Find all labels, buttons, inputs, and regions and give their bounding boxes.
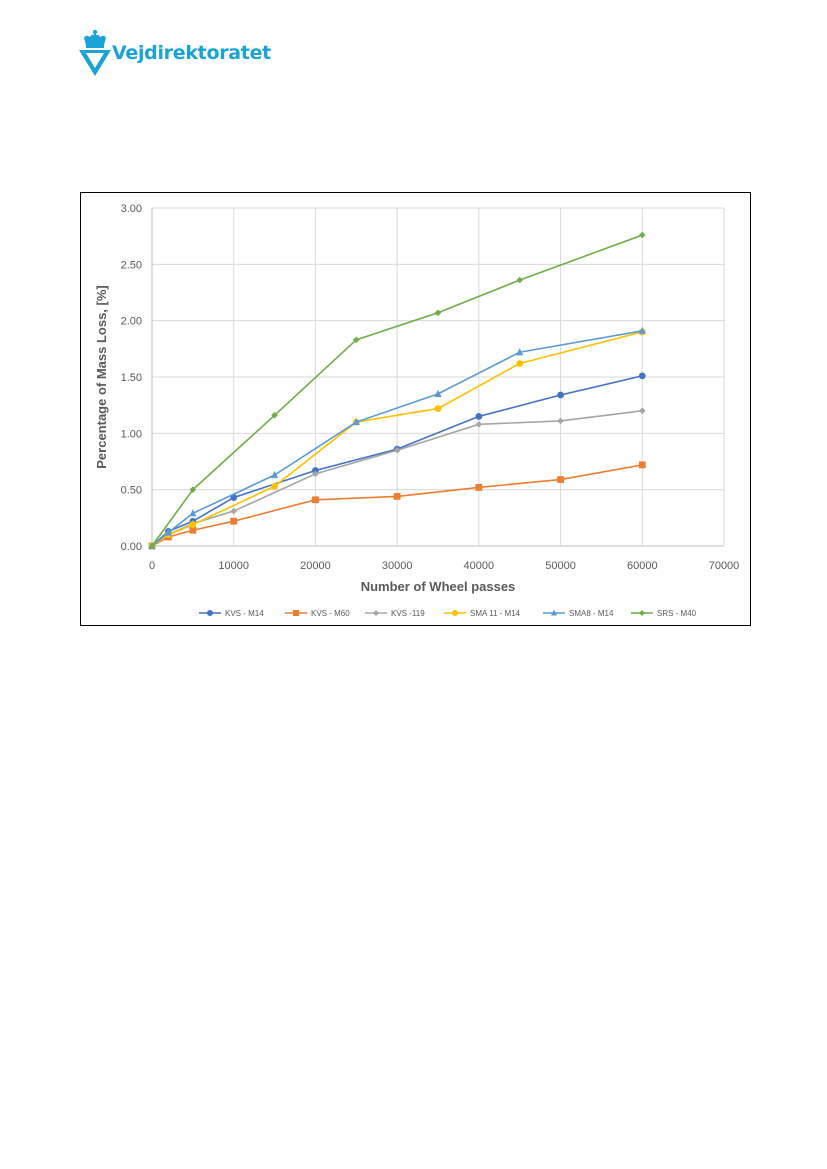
data-point [516,360,524,367]
vejdirektoratet-logo: Vejdirektoratet [78,28,278,78]
data-point [638,407,646,415]
data-point [516,276,524,284]
legend-label: SRS - M40 [657,609,697,618]
x-tick-label: 60000 [627,560,658,572]
data-point [516,348,524,356]
x-axis-label: Number of Wheel passes [361,579,516,594]
data-point [293,610,299,616]
y-tick-label: 1.00 [121,428,142,440]
x-tick-label: 40000 [464,560,495,572]
data-point [475,413,483,420]
series-line [151,330,643,547]
data-point [393,446,401,454]
data-point [434,405,442,412]
data-point [271,482,278,490]
x-tick-label: 10000 [218,560,249,572]
x-tick-label: 30000 [382,560,413,572]
y-tick-label: 0.00 [121,541,142,553]
data-point [475,421,483,428]
legend-label: KVS - M14 [225,609,264,618]
data-point [452,610,458,616]
crown-shield-icon [79,29,111,76]
y-tick-label: 2.50 [121,259,142,271]
legend-item: KVS - M14 [199,609,264,618]
data-point [164,528,172,536]
data-point [639,610,645,616]
y-tick-label: 2.00 [121,316,142,328]
data-point [475,484,483,491]
data-point [373,610,379,616]
data-point [270,470,279,479]
legend-label: SMA 11 - M14 [470,609,521,618]
series-line [151,331,643,547]
data-point [557,391,564,399]
data-point [551,609,557,616]
y-axis-label: Percentage of Mass Loss, [%] [94,285,109,469]
x-tick-label: 20000 [300,560,331,572]
data-point [352,336,360,344]
x-tick-label: 0 [149,560,155,572]
legend-label: KVS -119 [391,609,425,618]
data-point [434,389,442,397]
legend-item: KVS -119 [365,609,425,618]
data-point [638,231,646,239]
data-point [189,521,197,528]
data-point [352,417,360,426]
data-point [393,493,401,500]
series-group [148,231,646,550]
x-axis-ticks: 0 10000 20000 30000 40000 50000 60000 70000 [149,560,739,572]
brand-name: Vejdirektoratet [112,42,271,64]
legend-item: SMA8 - M14 [543,609,614,618]
x-tick-label: 50000 [545,560,576,572]
data-point [312,470,319,478]
data-point [638,461,646,469]
y-tick-label: 0.50 [121,485,142,497]
y-tick-label: 1.50 [121,372,142,384]
data-point [271,412,278,419]
legend-item: KVS - M60 [285,609,350,618]
legend-label: SMA8 - M14 [569,609,614,618]
data-point [312,496,319,504]
mass-loss-line-chart: 0.00 0.50 1.00 1.50 2.00 2.50 3.00 0 10000 20000… [94,203,739,618]
data-point [638,326,646,334]
data-point [189,509,197,517]
data-point [557,476,564,483]
data-point [189,486,197,493]
legend-item: SRS - M40 [631,609,697,618]
x-tick-label: 70000 [709,560,740,572]
legend-item: SMA 11 - M14 [444,609,521,618]
data-point [557,417,564,425]
series-sma-11-m14 [148,328,646,550]
data-point [638,372,646,380]
y-tick-label: 3.00 [121,203,142,215]
legend-label: KVS - M60 [311,609,350,618]
data-point [230,517,238,525]
legend: KVS - M14 KVS - M60 KVS -119 SMA 11 - M14 SM… [199,609,697,618]
data-point [189,526,197,534]
data-point [312,467,319,474]
data-point [434,309,442,317]
y-axis-ticks: 0.00 0.50 1.00 1.50 2.00 2.50 3.00 [121,203,142,553]
data-point [230,507,238,515]
data-point [207,610,213,616]
chart-frame: 0.00 0.50 1.00 1.50 2.00 2.50 3.00 0 10000 20000… [80,192,751,626]
